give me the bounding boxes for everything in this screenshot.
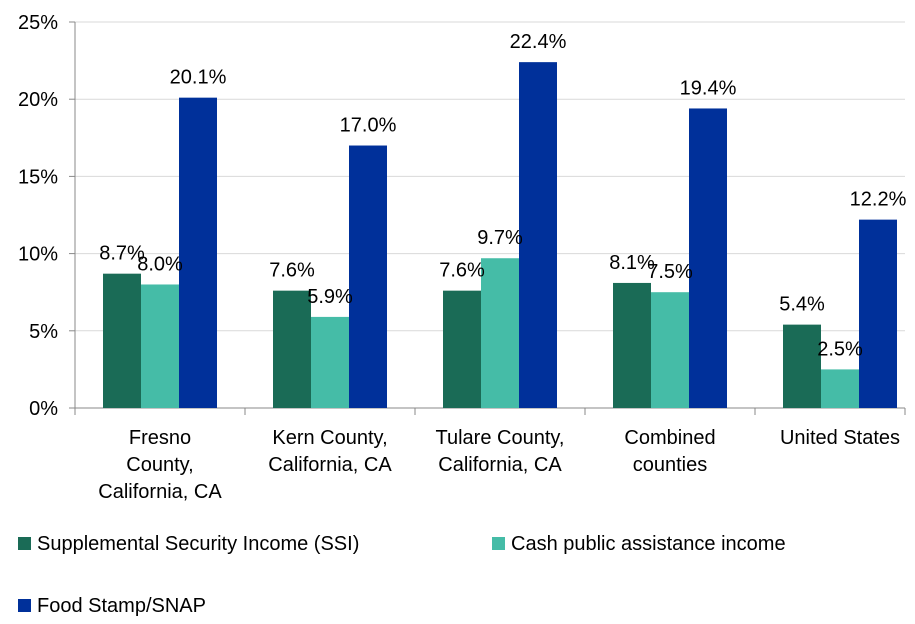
data-label: 8.0% xyxy=(137,253,183,275)
y-tick-label: 15% xyxy=(18,166,58,188)
y-tick-label: 10% xyxy=(18,244,58,266)
bar-1-2 xyxy=(273,290,311,408)
data-label: 7.6% xyxy=(269,260,315,282)
data-label: 12.2% xyxy=(850,189,907,211)
bar-1-4 xyxy=(613,282,651,408)
y-tick-label: 20% xyxy=(18,89,58,111)
y-tick-label: 25% xyxy=(18,12,58,34)
data-label: 17.0% xyxy=(340,115,397,137)
x-category-label: Combined xyxy=(624,427,715,449)
data-label: 19.4% xyxy=(680,77,737,99)
data-labels: 8.7%8.0% 20.1% 7.6% 5.9% 17.0% 7.6% 9.7% 22.4% 8… xyxy=(99,31,906,360)
bar-2-3 xyxy=(481,258,519,408)
x-category-label: counties xyxy=(633,454,708,476)
data-label: 7.6% xyxy=(439,260,485,282)
x-category-label: California, CA xyxy=(438,454,562,476)
x-category-label: Tulare County, xyxy=(436,427,565,449)
bar-3-5 xyxy=(859,219,897,408)
bar-3-1 xyxy=(179,97,217,408)
x-category-label: United States xyxy=(780,427,900,449)
x-category-label: County, xyxy=(126,454,193,476)
bar-1-1 xyxy=(103,273,141,408)
x-category-label: California, CA xyxy=(98,481,222,503)
bar-3-3 xyxy=(519,62,557,408)
axes: 0% 5% 10% 15% 20% 25% Fresno County, California,… xyxy=(18,12,906,503)
y-tick-label: 0% xyxy=(29,398,58,420)
data-label: 20.1% xyxy=(170,67,227,89)
data-label: 9.7% xyxy=(477,227,523,249)
legend-label: Supplemental Security Income (SSI) xyxy=(37,533,359,555)
bar-3-4 xyxy=(689,108,727,409)
data-label: 8.7% xyxy=(99,243,145,265)
bars xyxy=(103,62,897,409)
bar-1-5 xyxy=(783,324,821,408)
x-category-label: California, CA xyxy=(268,454,392,476)
x-category-label: Fresno xyxy=(129,427,191,449)
legend-swatch xyxy=(18,599,31,612)
legend: Supplemental Security Income (SSI) Cash p… xyxy=(18,533,786,617)
bar-1-3 xyxy=(443,290,481,408)
data-label: 2.5% xyxy=(817,338,863,360)
data-label: 5.9% xyxy=(307,286,353,308)
bar-2-2 xyxy=(311,316,349,408)
data-label: 7.5% xyxy=(647,261,693,283)
bar-2-1 xyxy=(141,284,179,408)
legend-swatch xyxy=(492,537,505,550)
bar-2-4 xyxy=(651,292,689,408)
data-label: 8.1% xyxy=(609,252,655,274)
legend-label: Cash public assistance income xyxy=(511,533,786,555)
data-label: 5.4% xyxy=(779,294,825,316)
legend-swatch xyxy=(18,537,31,550)
x-category-label: Kern County, xyxy=(272,427,387,449)
bar-3-2 xyxy=(349,145,387,408)
legend-label: Food Stamp/SNAP xyxy=(37,595,206,617)
data-label: 22.4% xyxy=(510,31,567,53)
y-tick-label: 5% xyxy=(29,321,58,343)
bar-2-5 xyxy=(821,369,859,408)
